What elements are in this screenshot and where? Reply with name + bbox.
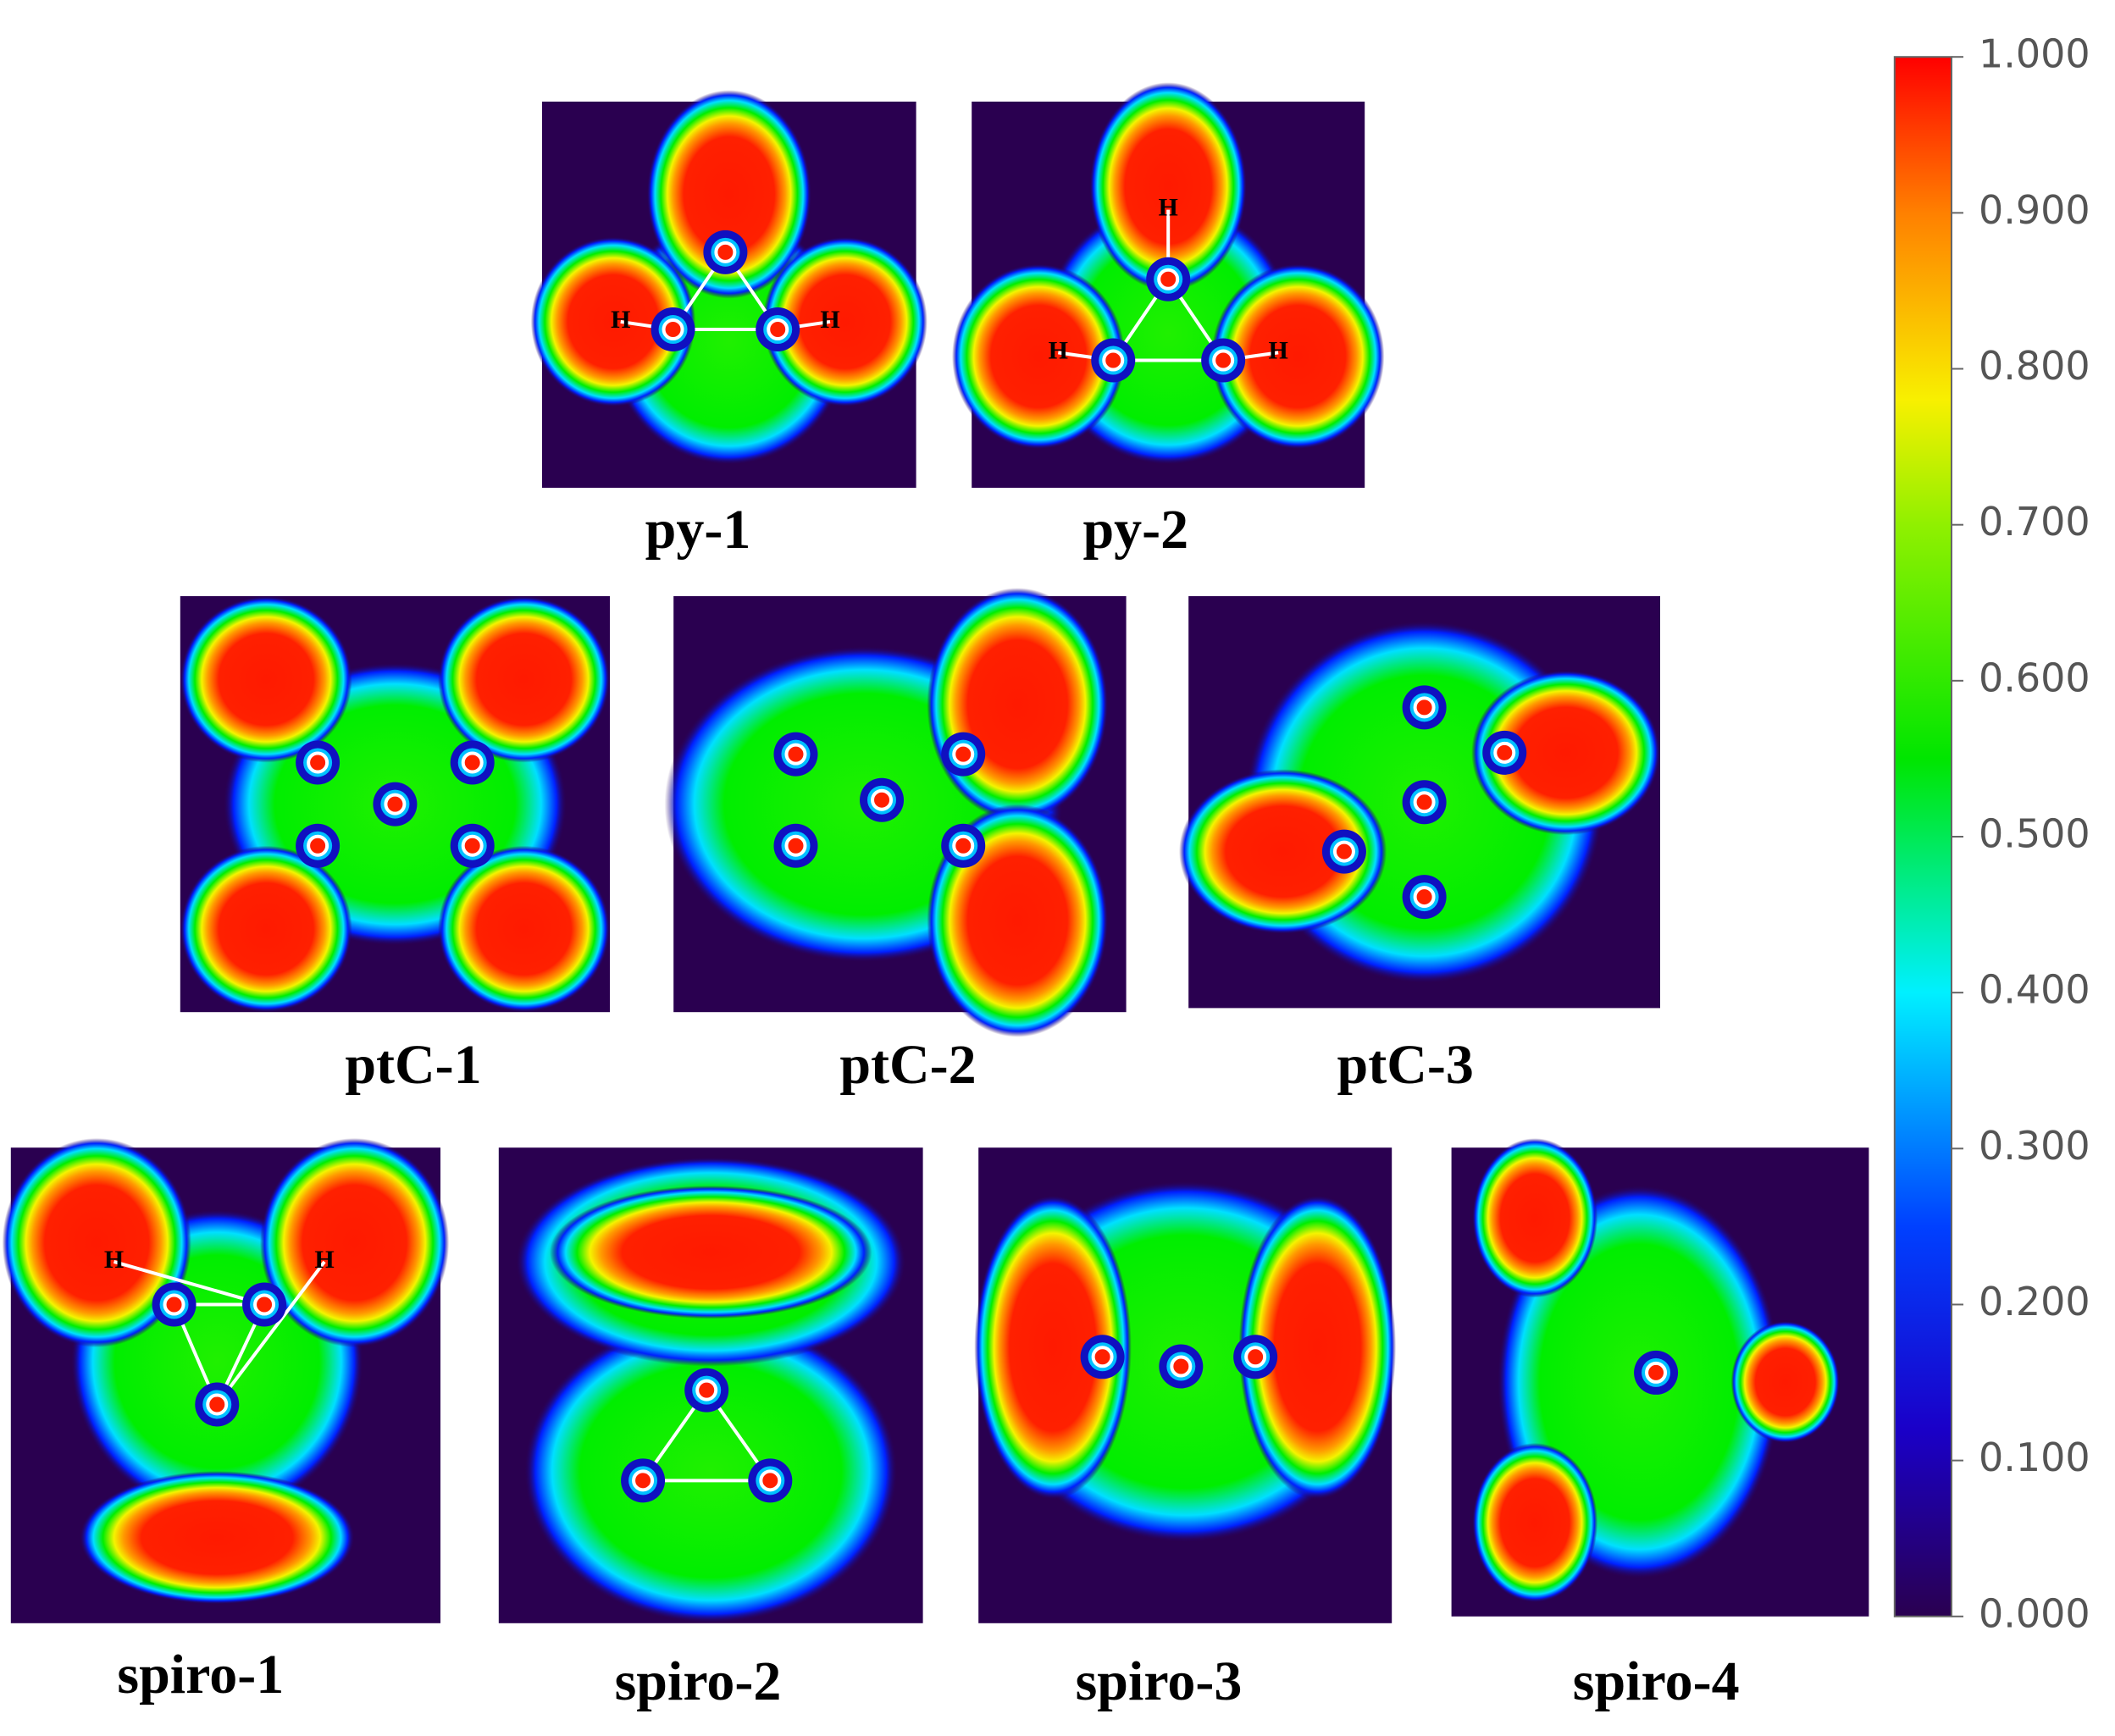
elf-lobe [530, 236, 696, 407]
atom-core [1102, 349, 1125, 372]
atom-label: H [611, 306, 630, 334]
panel-label: py-2 [1082, 499, 1188, 561]
colorbar-tick-label: 0.200 [1979, 1279, 2090, 1324]
atom-core [384, 793, 407, 815]
atom-core [767, 318, 789, 341]
atom-core [1091, 1346, 1114, 1368]
colorbar-tick-label: 0.500 [1979, 811, 2090, 857]
elf-lobe [438, 596, 610, 763]
elf-region [523, 1319, 898, 1623]
atom-core [1244, 1346, 1267, 1368]
elf-lobe [927, 588, 1109, 821]
bond [669, 249, 781, 332]
elf-lobe [762, 236, 927, 407]
atom-label: H [314, 1246, 334, 1274]
colorbar-tick-label: 0.400 [1979, 967, 2090, 1013]
atom-label: H [820, 306, 839, 334]
elf-lobe [1179, 769, 1387, 934]
panel-label: ptC-3 [1337, 1034, 1474, 1096]
atom-core [871, 788, 894, 811]
elf-lobe [259, 1137, 450, 1348]
colorbar-tick-label: 0.300 [1979, 1123, 2090, 1169]
elf-lobe [1211, 263, 1385, 450]
atom-core [1157, 268, 1180, 290]
atom-core [952, 834, 975, 857]
elf-lobe [974, 1195, 1132, 1500]
panel-label: spiro-1 [117, 1644, 284, 1706]
colorbar-tick-label: 0.900 [1979, 187, 2090, 233]
atom-core [952, 743, 975, 766]
atom-core [253, 1293, 276, 1316]
elf-lobe [1089, 82, 1247, 291]
atom-core [662, 318, 684, 341]
bond [113, 1260, 265, 1307]
elf-panel [664, 588, 1127, 1037]
atom-core [163, 1293, 185, 1316]
atom-core [695, 1379, 718, 1402]
elf-lobe [180, 596, 352, 763]
panel-label: ptC-2 [839, 1034, 976, 1096]
elf-lobe [549, 1186, 872, 1319]
elf-lobe [646, 90, 811, 299]
atom-label: H [104, 1246, 124, 1274]
elf-lobe [438, 845, 610, 1013]
panel-label: spiro-2 [615, 1650, 782, 1712]
elf-lobe [1472, 1442, 1598, 1603]
atom-core [1413, 696, 1436, 719]
elf-panel [974, 1147, 1397, 1623]
atom-core [206, 1393, 229, 1416]
atom-core [461, 751, 484, 774]
atom-core [1212, 349, 1235, 372]
colorbar-tick-label: 1.000 [1979, 31, 2090, 77]
elf-lobe [1238, 1195, 1397, 1500]
atom-core [1413, 791, 1436, 814]
atom-label: H [1159, 194, 1178, 222]
elf-lobe [1730, 1321, 1840, 1443]
atom-core [307, 834, 329, 857]
atom-core [784, 743, 807, 766]
elf-lobe [2, 1137, 191, 1348]
atom-core [1170, 1355, 1193, 1378]
atom-label: H [1049, 336, 1068, 364]
colorbar-tick-label: 0.000 [1979, 1590, 2090, 1636]
elf-lobe [952, 263, 1126, 450]
panel-label: py-1 [645, 499, 751, 561]
elf-panel [1451, 1138, 1869, 1617]
bond [1110, 276, 1226, 362]
panel-label: ptC-1 [345, 1034, 481, 1096]
atom-core [307, 751, 329, 774]
panel-label: spiro-3 [1076, 1650, 1243, 1712]
bond [639, 1387, 774, 1483]
panel-label: spiro-4 [1573, 1650, 1740, 1712]
atom-core [714, 240, 737, 263]
atom-core [1493, 741, 1516, 764]
atom-core [1332, 840, 1355, 863]
atom-label: H [1268, 336, 1287, 364]
atom-core [784, 834, 807, 857]
colorbar-tick-label: 0.600 [1979, 655, 2090, 700]
colorbar [1893, 56, 1953, 1617]
elf-panel [180, 596, 611, 1013]
atom-core [1645, 1361, 1668, 1384]
atom-core [632, 1469, 655, 1492]
elf-panel [498, 1147, 923, 1623]
elf-lobe [180, 845, 352, 1013]
atom-core [461, 834, 484, 857]
colorbar-tick-label: 0.800 [1979, 343, 2090, 389]
elf-lobe [79, 1471, 355, 1605]
bond [171, 1302, 268, 1409]
atom-core [759, 1469, 782, 1492]
colorbar-tick-label: 0.700 [1979, 499, 2090, 545]
colorbar-tick-label: 0.100 [1979, 1435, 2090, 1480]
bond [215, 1260, 326, 1406]
elf-lobe [1471, 670, 1660, 836]
elf-panel [1179, 596, 1660, 1009]
atom-core [1413, 886, 1436, 909]
elf-panel: H H H [952, 82, 1385, 488]
elf-lobe [1472, 1138, 1598, 1298]
